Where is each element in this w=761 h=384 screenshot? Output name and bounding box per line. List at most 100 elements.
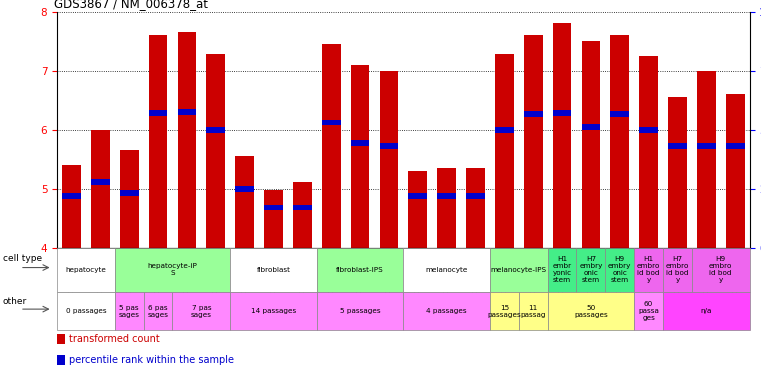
Bar [380, 143, 398, 149]
Bar [177, 109, 196, 115]
Bar [552, 23, 572, 248]
Text: other: other [3, 297, 27, 306]
Text: H7
embry
onic
stem: H7 embry onic stem [579, 256, 603, 283]
Bar [119, 150, 139, 248]
Bar [634, 292, 663, 330]
Bar [466, 168, 485, 248]
Bar [495, 54, 514, 248]
Text: hepatocyte-iP
S: hepatocyte-iP S [148, 263, 197, 276]
Bar [495, 127, 514, 132]
Text: melanocyte-IPS: melanocyte-IPS [491, 267, 547, 273]
Bar [639, 56, 658, 248]
Text: 11
passag: 11 passag [521, 305, 546, 318]
Bar [403, 248, 490, 292]
Bar [668, 143, 687, 149]
Bar [697, 143, 715, 149]
Text: GDS3867 / NM_006378_at: GDS3867 / NM_006378_at [53, 0, 208, 10]
Bar [577, 248, 605, 292]
Bar [148, 35, 167, 248]
Bar [206, 54, 225, 248]
Bar [264, 205, 283, 210]
Bar [726, 94, 744, 248]
Bar [634, 248, 663, 292]
Text: 4 passages: 4 passages [426, 308, 467, 314]
Bar [177, 32, 196, 248]
Text: H1
embro
id bod
y: H1 embro id bod y [637, 256, 661, 283]
Bar [409, 193, 427, 199]
Bar [235, 186, 254, 192]
Text: H9
embry
onic
stem: H9 embry onic stem [608, 256, 632, 283]
Text: n/a: n/a [701, 308, 712, 314]
Bar [91, 129, 110, 248]
Text: 0 passages: 0 passages [65, 308, 107, 314]
Bar [57, 292, 115, 330]
Bar [62, 194, 81, 199]
Bar [639, 127, 658, 132]
Bar [726, 143, 744, 149]
Text: hepatocyte: hepatocyte [65, 267, 107, 273]
Bar [144, 292, 173, 330]
Bar [663, 248, 692, 292]
Bar [668, 97, 687, 248]
Bar [115, 292, 144, 330]
Text: cell type: cell type [3, 254, 42, 263]
Bar [610, 35, 629, 248]
Bar [610, 111, 629, 117]
Bar [91, 179, 110, 184]
Bar [519, 292, 548, 330]
Bar [663, 292, 750, 330]
Bar [322, 44, 341, 248]
Text: transformed count: transformed count [69, 334, 160, 344]
Bar [490, 248, 548, 292]
Bar [581, 124, 600, 129]
Bar [230, 248, 317, 292]
Bar [581, 41, 600, 248]
Bar [697, 71, 715, 248]
Bar [692, 248, 750, 292]
Text: 7 pas
sages: 7 pas sages [191, 305, 212, 318]
Text: H9
embro
id bod
y: H9 embro id bod y [709, 256, 732, 283]
Bar [552, 110, 572, 116]
Text: H1
embr
yonic
stem: H1 embr yonic stem [552, 256, 572, 283]
Bar [351, 140, 369, 146]
Bar [317, 292, 403, 330]
Text: 5 passages: 5 passages [339, 308, 380, 314]
Bar [57, 355, 65, 365]
Bar [524, 111, 543, 117]
Text: H7
embro
id bod
y: H7 embro id bod y [666, 256, 689, 283]
Bar [322, 119, 341, 126]
Bar [173, 292, 230, 330]
Bar [317, 248, 403, 292]
Text: fibroblast-IPS: fibroblast-IPS [336, 267, 384, 273]
Bar [548, 248, 577, 292]
Text: fibroblast: fibroblast [256, 267, 291, 273]
Bar [264, 190, 283, 248]
Bar [206, 127, 225, 132]
Text: percentile rank within the sample: percentile rank within the sample [69, 355, 234, 365]
Bar [148, 110, 167, 116]
Bar [403, 292, 490, 330]
Bar [490, 292, 519, 330]
Bar [438, 193, 456, 199]
Bar [351, 65, 369, 248]
Bar [119, 190, 139, 196]
Text: 5 pas
sages: 5 pas sages [119, 305, 140, 318]
Bar [293, 182, 312, 248]
Text: melanocyte: melanocyte [425, 267, 468, 273]
Bar [438, 168, 456, 248]
Bar [409, 171, 427, 248]
Text: 6 pas
sages: 6 pas sages [148, 305, 169, 318]
Bar [235, 156, 254, 248]
Bar [57, 334, 65, 344]
Text: 15
passages: 15 passages [488, 305, 521, 318]
Bar [605, 248, 634, 292]
Bar [57, 248, 115, 292]
Text: 14 passages: 14 passages [251, 308, 296, 314]
Bar [230, 292, 317, 330]
Bar [115, 248, 230, 292]
Bar [293, 205, 312, 210]
Bar [380, 71, 398, 248]
Text: 50
passages: 50 passages [574, 305, 608, 318]
Bar [548, 292, 634, 330]
Bar [524, 35, 543, 248]
